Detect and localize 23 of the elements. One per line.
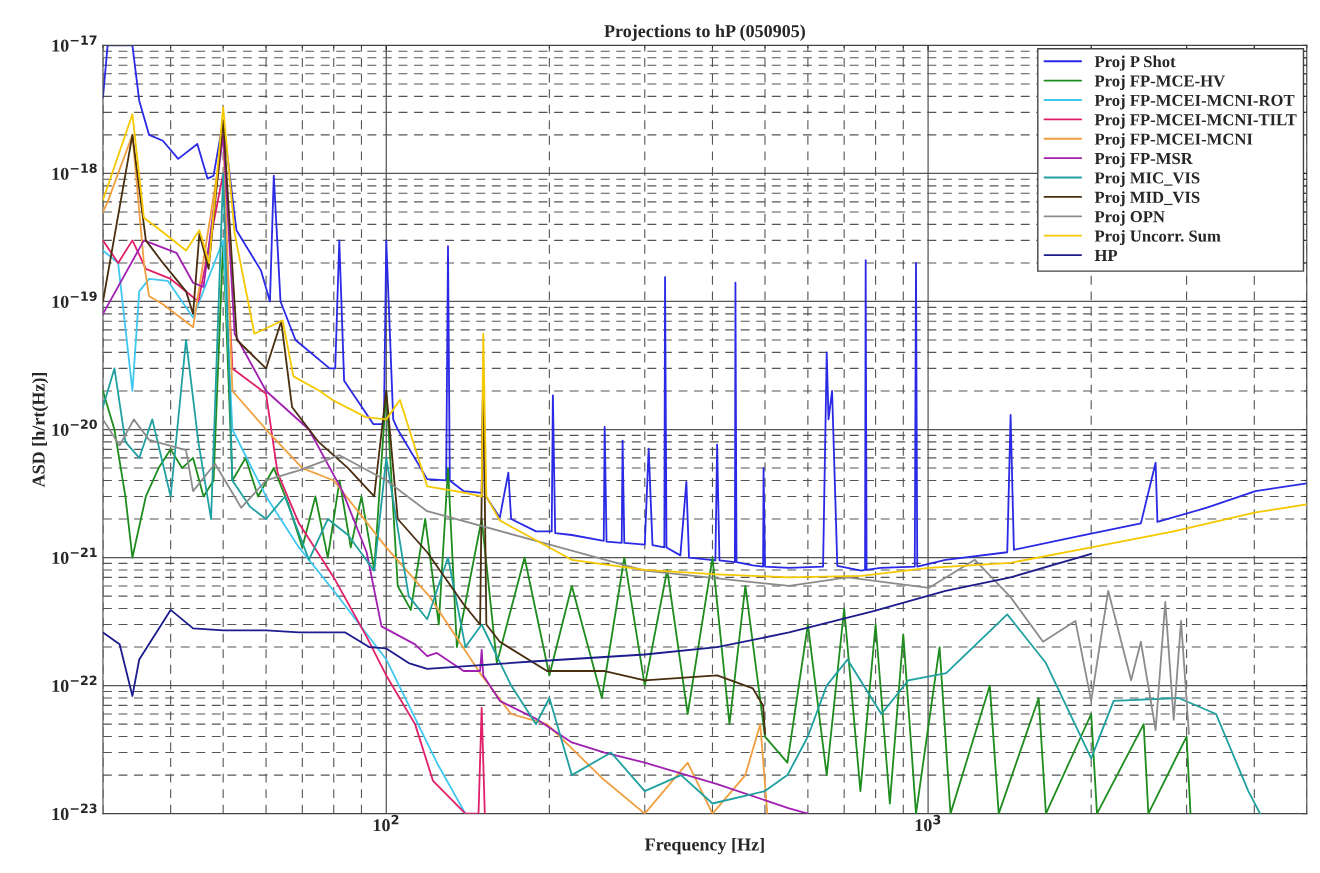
y-tick-label: 10$^{−23}$ [52,803,97,821]
y-tick-label: 10$^{−18}$ [52,163,97,180]
legend-label: Proj FP-MCE-HV [1094,74,1225,90]
legend-label: Proj OPN [1094,210,1165,226]
x-tick-label: 10$^{3}$ [915,814,941,832]
legend-label: Proj MID_VIS [1094,191,1200,207]
legend-label: Proj FP-MCEI-MCNI [1094,133,1253,149]
y-tick-label: 10$^{−20}$ [52,419,97,436]
y-axis-title: ASD [h/rt(Hz)] [32,372,49,488]
y-tick-label: 10$^{−17}$ [52,35,97,52]
legend-label: Proj FP-MCEI-MCNI-ROT [1094,94,1295,110]
y-tick-label: 10$^{−19}$ [52,291,97,308]
legend-label: Proj Uncorr. Sum [1094,229,1221,246]
legend-label: HP [1094,249,1118,261]
legend-label: Proj FP-MCEI-MCNI-TILT [1094,113,1297,129]
y-tick-label: 10$^{−22}$ [52,675,97,693]
chart-title: Projections to hP (050905) [604,24,805,41]
legend-label: Proj P Shot [1094,55,1176,71]
legend-label: Proj FP-MSR [1094,152,1193,168]
legend-label: Proj MIC_VIS [1094,171,1200,187]
x-axis-title: Frequency [Hz] [644,837,764,855]
x-tick-label: 10$^{2}$ [373,814,399,832]
y-tick-label: 10$^{−21}$ [52,547,97,564]
